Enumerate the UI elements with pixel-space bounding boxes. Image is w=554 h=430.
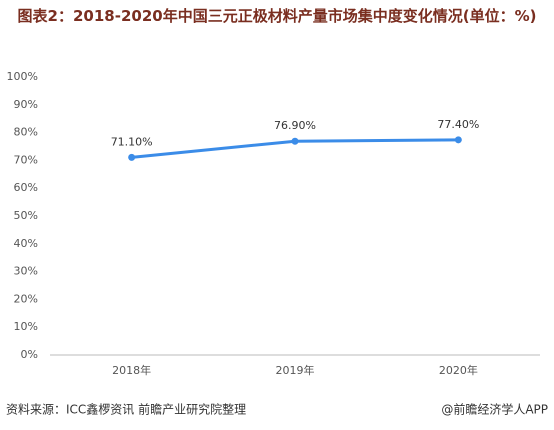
- y-tick-label: 100%: [7, 70, 38, 83]
- x-tick-label: 2020年: [439, 363, 478, 377]
- y-tick-label: 60%: [14, 181, 38, 194]
- credit: @前瞻经济学人APP: [441, 402, 548, 417]
- point: [291, 137, 299, 145]
- point: [128, 153, 136, 161]
- point: [454, 136, 462, 144]
- y-tick-label: 50%: [14, 209, 38, 222]
- chart-title: 图表2：2018-2020年中国三元正极材料产量市场集中度变化情况(单位：%): [17, 7, 537, 25]
- y-tick-label: 70%: [14, 153, 38, 166]
- data-label: 76.90%: [274, 119, 316, 132]
- y-tick-label: 10%: [14, 320, 38, 333]
- y-tick-label: 30%: [14, 265, 38, 278]
- data-label: 71.10%: [111, 135, 153, 148]
- y-tick-label: 0%: [21, 348, 38, 361]
- y-tick-label: 90%: [14, 98, 38, 111]
- source: 资料来源：ICC鑫椤资讯 前瞻产业研究院整理: [6, 402, 246, 417]
- data-label: 77.40%: [437, 118, 479, 131]
- y-tick-label: 20%: [14, 292, 38, 305]
- y-tick-label: 40%: [14, 237, 38, 250]
- y-tick-label: 80%: [14, 126, 38, 139]
- x-tick-label: 2018年: [112, 363, 151, 377]
- x-tick-label: 2019年: [276, 363, 315, 377]
